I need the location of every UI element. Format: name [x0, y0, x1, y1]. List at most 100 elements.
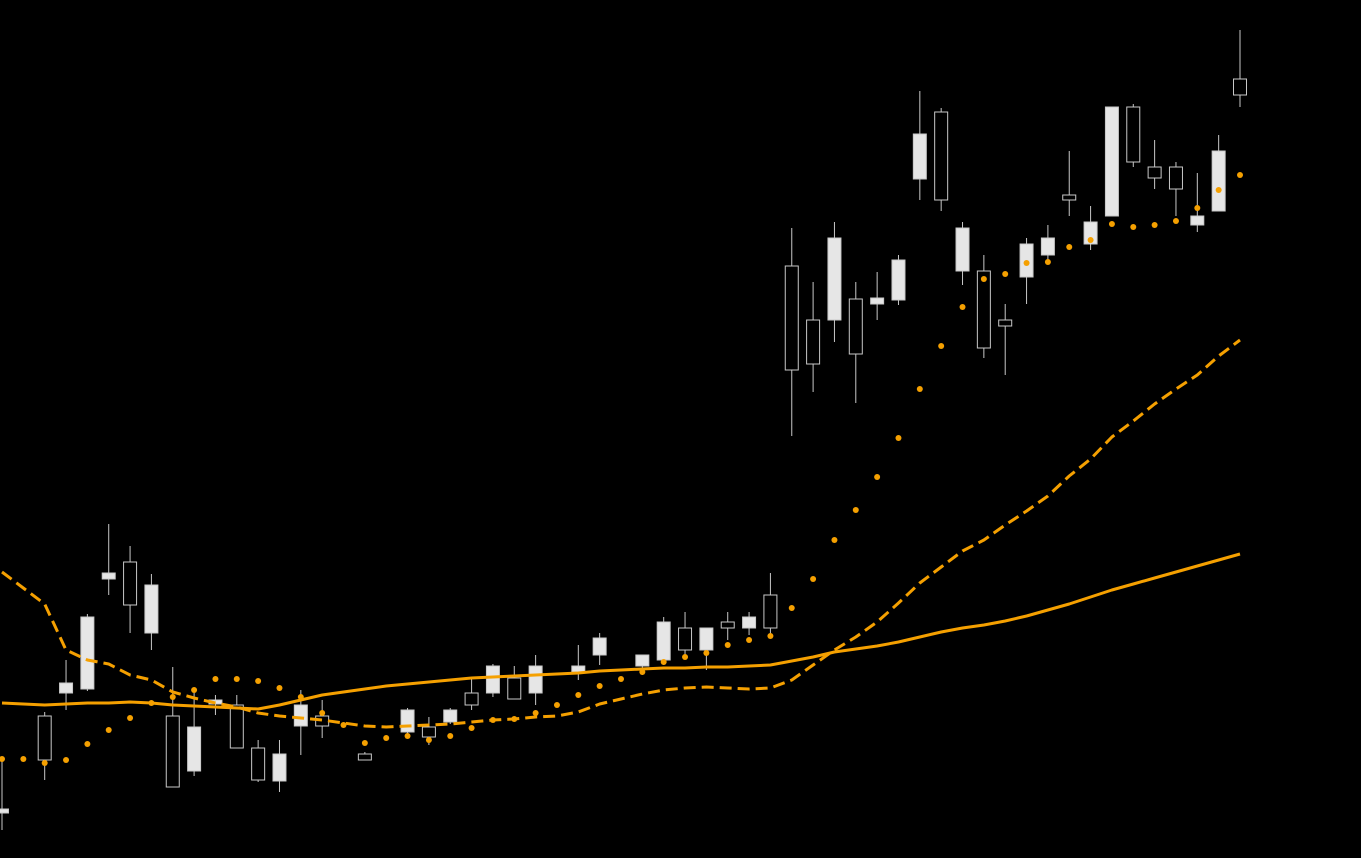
indicator-dot — [447, 733, 454, 739]
indicator-dot — [489, 717, 496, 723]
indicator-dot — [1044, 259, 1051, 265]
indicator-dot — [1108, 221, 1115, 227]
candle-body — [165, 715, 180, 788]
candle-body — [1233, 78, 1247, 96]
indicator-dot — [383, 735, 390, 741]
candle-body — [635, 654, 650, 667]
candle-body — [1147, 166, 1162, 179]
candle-body — [0, 808, 9, 814]
candle-body — [464, 692, 479, 706]
candle-body — [827, 237, 842, 321]
candle-body — [1083, 221, 1098, 245]
candle-body — [592, 637, 607, 656]
candle-body — [400, 709, 415, 733]
indicator-dot — [724, 642, 731, 648]
indicator-dot — [297, 694, 304, 700]
candle-body — [528, 665, 543, 694]
candle-body — [720, 621, 735, 629]
candle-body — [784, 265, 799, 371]
candle-body — [955, 227, 970, 272]
candle-body — [507, 677, 522, 700]
indicator-dot — [1194, 205, 1201, 211]
indicator-dot — [511, 716, 518, 722]
candle-body — [80, 616, 95, 690]
candle-body — [357, 753, 372, 761]
candle-body — [421, 726, 436, 738]
indicator-dot — [618, 676, 624, 682]
indicator-dot — [468, 725, 475, 731]
indicator-dot — [20, 756, 27, 762]
candle-body — [1190, 215, 1205, 226]
indicator-dot — [660, 659, 667, 665]
indicator-dot — [425, 737, 432, 743]
indicator-dot — [682, 654, 689, 660]
indicator-dot — [959, 304, 966, 310]
candle-body — [806, 319, 821, 365]
candle-body — [1126, 106, 1141, 163]
indicator-dot — [831, 537, 838, 543]
indicator-dot — [980, 276, 987, 282]
indicator-dot — [1087, 237, 1094, 243]
indicator-dot — [191, 687, 198, 693]
indicator-dot — [788, 605, 795, 611]
candle-body — [37, 715, 52, 761]
candle-body — [912, 133, 927, 180]
indicator-dot — [84, 741, 91, 747]
candle-body — [1062, 194, 1077, 201]
candle-body — [101, 572, 116, 580]
indicator-dot — [575, 692, 582, 698]
indicator-dot — [1002, 271, 1009, 277]
candle-body — [144, 584, 159, 634]
candle-body — [229, 704, 244, 749]
indicator-dot — [553, 702, 560, 708]
candle-body — [763, 594, 778, 629]
indicator-dot — [532, 710, 539, 716]
indicator-dot — [895, 435, 902, 441]
candle-body — [443, 709, 458, 723]
candle-body — [187, 726, 202, 772]
candle-body — [976, 270, 991, 349]
candle-body — [272, 753, 287, 782]
indicator-dot — [916, 386, 923, 392]
indicator-dot — [596, 683, 603, 689]
indicator-dot — [105, 727, 112, 733]
candle-body — [59, 682, 74, 694]
indicator-dot — [1172, 218, 1179, 224]
candle-body — [1168, 166, 1183, 190]
candle-body — [891, 259, 906, 301]
indicator-dot — [767, 633, 774, 639]
indicator-dot — [169, 694, 176, 700]
candle-body — [293, 704, 308, 727]
indicator-dot — [361, 740, 368, 746]
candle-body — [998, 319, 1013, 327]
candle-body — [678, 627, 693, 651]
average-line — [1, 552, 1241, 711]
candle-body — [934, 111, 949, 201]
indicator-dot — [703, 650, 710, 656]
indicator-dot — [41, 760, 48, 766]
indicator-dot — [1151, 222, 1158, 228]
candle-body — [699, 627, 714, 651]
indicator-dot — [404, 733, 411, 739]
indicator-dot — [63, 757, 70, 763]
candle-body — [1211, 150, 1226, 212]
indicator-dot — [319, 710, 326, 716]
indicator-dot — [233, 676, 240, 682]
candle-body — [656, 621, 671, 661]
candle-body — [742, 616, 757, 629]
indicator-dot — [276, 685, 283, 691]
indicator-dot — [127, 715, 134, 721]
candle-body — [1104, 106, 1119, 217]
indicator-dot — [810, 576, 817, 582]
indicator-dot — [1066, 244, 1073, 250]
candle-body — [485, 665, 500, 694]
indicator-dot — [255, 678, 262, 684]
indicator-dot — [0, 756, 5, 762]
indicator-dot — [1237, 172, 1243, 178]
indicator-dot — [746, 637, 753, 643]
indicator-dot — [1215, 187, 1222, 193]
candle-body — [870, 297, 885, 305]
candle-body — [251, 747, 266, 781]
